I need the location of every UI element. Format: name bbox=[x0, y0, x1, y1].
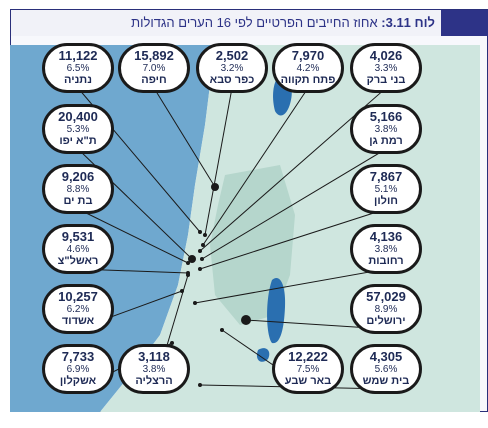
city-bubble: 9,206 8.8% בת ים bbox=[42, 164, 114, 214]
chart-title: לוח 3.11: אחוז החייבים הפרטיים לפי 16 הע… bbox=[131, 15, 435, 30]
city-name: נתניה bbox=[64, 74, 92, 86]
city-percent: 3.8% bbox=[374, 124, 398, 135]
city-count: 3,118 bbox=[138, 349, 170, 364]
connector-line bbox=[194, 268, 387, 304]
city-bubble: 57,029 8.9% ירושלים bbox=[350, 284, 422, 334]
city-point bbox=[200, 257, 204, 261]
connector-line bbox=[199, 208, 387, 270]
city-count: 4,305 bbox=[369, 349, 403, 364]
city-name: אשדוד bbox=[61, 315, 95, 327]
city-bubble: 4,305 5.6% בית שמש bbox=[350, 344, 422, 394]
city-point bbox=[180, 289, 184, 293]
city-percent: 3.8% bbox=[374, 244, 398, 255]
city-bubble: 7,733 6.9% אשקלון bbox=[42, 344, 114, 394]
city-bubble: 9,531 4.6% ראשל"צ bbox=[42, 224, 114, 274]
city-point bbox=[198, 267, 202, 271]
city-bubble: 7,867 5.1% חולון bbox=[350, 164, 422, 214]
city-count: 9,206 bbox=[61, 169, 95, 184]
connector-line bbox=[204, 87, 233, 236]
city-percent: 5.1% bbox=[374, 184, 398, 195]
city-percent: 8.8% bbox=[66, 184, 90, 195]
city-point bbox=[201, 243, 205, 247]
city-percent: 6.9% bbox=[66, 364, 90, 375]
city-bubble: 5,166 3.8% רמת גן bbox=[350, 104, 422, 154]
city-point bbox=[203, 233, 207, 237]
city-percent: 3.3% bbox=[374, 63, 398, 74]
city-name: בני ברק bbox=[366, 74, 406, 86]
city-percent: 6.2% bbox=[66, 304, 90, 315]
city-point bbox=[241, 315, 251, 325]
connector-line bbox=[77, 208, 189, 264]
city-count: 57,029 bbox=[366, 289, 406, 304]
city-bubble: 10,257 6.2% אשדוד bbox=[42, 284, 114, 334]
city-name: רחובות bbox=[368, 255, 404, 267]
city-percent: 6.5% bbox=[66, 63, 90, 74]
city-percent: 3.8% bbox=[142, 364, 166, 375]
chart-title-lead: לוח 3.11: bbox=[381, 15, 435, 30]
city-percent: 7.5% bbox=[296, 364, 320, 375]
city-bubble: 7,970 4.2% פתח תקווה bbox=[272, 43, 344, 93]
city-count: 10,257 bbox=[58, 289, 98, 304]
city-point bbox=[186, 261, 190, 265]
city-count: 20,400 bbox=[58, 109, 98, 124]
city-bubble: 4,026 3.3% בני ברק bbox=[350, 43, 422, 93]
city-name: בת ים bbox=[63, 195, 93, 207]
city-point bbox=[188, 255, 196, 263]
city-count: 9,531 bbox=[61, 229, 95, 244]
connector-line bbox=[201, 148, 387, 260]
city-name: פתח תקווה bbox=[280, 74, 336, 86]
dead-sea bbox=[267, 278, 286, 344]
city-name: כפר סבא bbox=[209, 74, 255, 86]
city-name: הרצליה bbox=[135, 375, 173, 387]
city-name: חיפה bbox=[141, 74, 167, 86]
city-name: חולון bbox=[374, 195, 398, 207]
city-bubble: 3,118 3.8% הרצליה bbox=[118, 344, 190, 394]
city-percent: 3.2% bbox=[220, 63, 244, 74]
city-name: באר שבע bbox=[284, 375, 332, 387]
city-point bbox=[186, 273, 190, 277]
city-point bbox=[220, 328, 224, 332]
city-count: 15,892 bbox=[134, 48, 174, 63]
city-bubble: 20,400 5.3% ת"א יפו bbox=[42, 104, 114, 154]
city-point bbox=[211, 183, 219, 191]
chart-title-text: אחוז החייבים הפרטיים לפי 16 הערים הגדולו… bbox=[131, 15, 378, 30]
city-percent: 8.9% bbox=[374, 304, 398, 315]
title-accent bbox=[441, 10, 488, 36]
city-name: בית שמש bbox=[362, 375, 410, 387]
city-count: 11,122 bbox=[58, 48, 98, 63]
city-bubble: 4,136 3.8% רחובות bbox=[350, 224, 422, 274]
connector-line bbox=[202, 87, 309, 246]
city-percent: 7.0% bbox=[142, 63, 166, 74]
city-count: 5,166 bbox=[369, 109, 403, 124]
city-count: 7,733 bbox=[61, 349, 95, 364]
city-count: 7,970 bbox=[291, 48, 325, 63]
city-bubble: 12,222 7.5% באר שבע bbox=[272, 344, 344, 394]
city-bubble: 2,502 3.2% כפר סבא bbox=[196, 43, 268, 93]
city-percent: 4.6% bbox=[66, 244, 90, 255]
lake-south bbox=[256, 348, 270, 362]
city-percent: 5.6% bbox=[374, 364, 398, 375]
city-bubble: 15,892 7.0% חיפה bbox=[118, 43, 190, 93]
city-name: רמת גן bbox=[369, 135, 403, 147]
city-bubble: 11,122 6.5% נתניה bbox=[42, 43, 114, 93]
city-name: ת"א יפו bbox=[59, 135, 97, 147]
city-count: 12,222 bbox=[288, 349, 328, 364]
city-count: 4,026 bbox=[369, 48, 403, 63]
city-percent: 4.2% bbox=[296, 63, 320, 74]
city-count: 7,867 bbox=[369, 169, 403, 184]
connector-line bbox=[153, 87, 216, 188]
city-point bbox=[198, 249, 202, 253]
city-count: 2,502 bbox=[215, 48, 249, 63]
city-name: ירושלים bbox=[366, 315, 406, 327]
city-count: 4,136 bbox=[369, 229, 403, 244]
city-point bbox=[198, 230, 202, 234]
city-point bbox=[193, 301, 197, 305]
city-percent: 5.3% bbox=[66, 124, 90, 135]
city-name: אשקלון bbox=[59, 375, 97, 387]
title-bar: לוח 3.11: אחוז החייבים הפרטיים לפי 16 הע… bbox=[11, 10, 488, 36]
city-point bbox=[198, 383, 202, 387]
city-name: ראשל"צ bbox=[57, 255, 99, 267]
